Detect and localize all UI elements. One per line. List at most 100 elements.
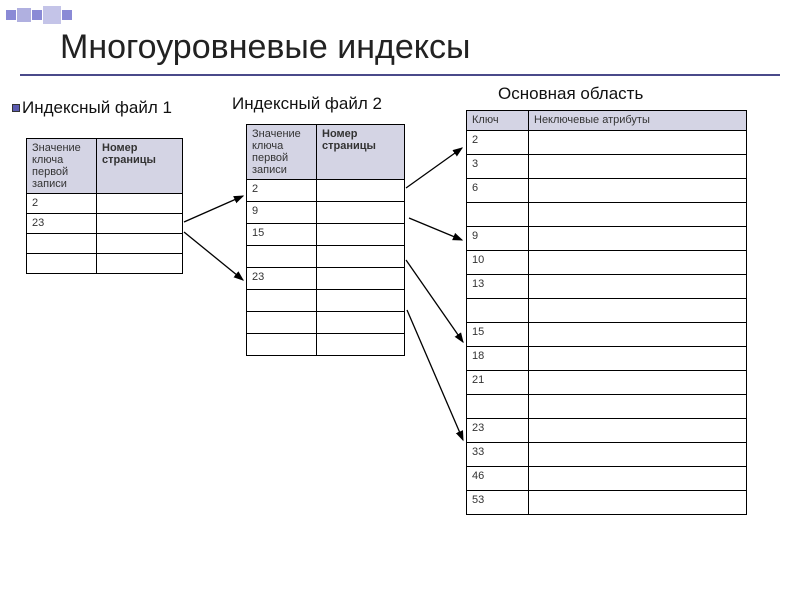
section-label-3: Основная область: [498, 84, 643, 104]
table-cell: [529, 395, 747, 419]
table-row: 46: [467, 467, 747, 491]
table-cell: [529, 227, 747, 251]
table-cell: [247, 312, 317, 334]
table-cell: 2: [27, 194, 97, 214]
column-header: Номер страницы: [317, 125, 405, 180]
table-row: 33: [467, 443, 747, 467]
table-cell: 13: [467, 275, 529, 299]
arrow: [184, 196, 243, 222]
table-row: 9: [467, 227, 747, 251]
table-row: 18: [467, 347, 747, 371]
table-row: 3: [467, 155, 747, 179]
table-cell: 23: [247, 268, 317, 290]
column-header: Значение ключа первой записи: [247, 125, 317, 180]
decor-block: [17, 8, 31, 22]
table-cell: [529, 371, 747, 395]
table-cell: [529, 299, 747, 323]
table-cell: [317, 224, 405, 246]
table-row: [247, 290, 405, 312]
table-cell: 15: [467, 323, 529, 347]
table-cell: [97, 214, 183, 234]
table-row: [467, 203, 747, 227]
table-cell: [247, 290, 317, 312]
table-cell: 15: [247, 224, 317, 246]
table-cell: [317, 180, 405, 202]
index-table-2: Значение ключа первой записиНомер страни…: [246, 124, 405, 356]
table-cell: [529, 419, 747, 443]
section-label-1: Индексный файл 1: [22, 98, 172, 118]
column-header: Номер страницы: [97, 139, 183, 194]
table-cell: 53: [467, 491, 529, 515]
bullet-icon: [12, 104, 20, 112]
table-cell: 2: [247, 180, 317, 202]
table-row: 2: [467, 131, 747, 155]
decor-block: [6, 10, 16, 20]
table-row: 10: [467, 251, 747, 275]
table-row: [27, 234, 183, 254]
decor-block: [43, 6, 61, 24]
table-cell: 18: [467, 347, 529, 371]
index-table-1: Значение ключа первой записиНомер страни…: [26, 138, 183, 274]
table-cell: [317, 246, 405, 268]
arrow: [184, 232, 243, 280]
table-cell: 9: [467, 227, 529, 251]
table-cell: [529, 179, 747, 203]
table-row: [467, 299, 747, 323]
table-cell: 3: [467, 155, 529, 179]
table-row: 9: [247, 202, 405, 224]
table-cell: 6: [467, 179, 529, 203]
table-cell: [529, 251, 747, 275]
column-header: Значение ключа первой записи: [27, 139, 97, 194]
column-header: Неключевые атрибуты: [529, 111, 747, 131]
table-row: [467, 395, 747, 419]
table-row: [247, 312, 405, 334]
table-cell: [317, 202, 405, 224]
table-cell: 23: [27, 214, 97, 234]
decor-block: [62, 10, 72, 20]
page-title: Многоуровневые индексы: [60, 28, 470, 67]
table-cell: 21: [467, 371, 529, 395]
table-cell: [529, 203, 747, 227]
table-row: 23: [27, 214, 183, 234]
table-cell: 2: [467, 131, 529, 155]
decor-block: [32, 10, 42, 20]
table-row: 21: [467, 371, 747, 395]
table-row: [27, 254, 183, 274]
table-cell: 33: [467, 443, 529, 467]
table-cell: [97, 254, 183, 274]
table-cell: [97, 194, 183, 214]
section-label-2: Индексный файл 2: [232, 94, 382, 114]
arrow: [406, 148, 462, 188]
table-cell: 10: [467, 251, 529, 275]
table-row: 23: [247, 268, 405, 290]
table-cell: [247, 246, 317, 268]
arrow: [407, 310, 463, 440]
table-cell: [529, 467, 747, 491]
main-area-table: КлючНеключевые атрибуты23691013151821233…: [466, 110, 747, 515]
column-header: Ключ: [467, 111, 529, 131]
table-cell: [317, 290, 405, 312]
table-cell: [529, 275, 747, 299]
table-cell: [317, 268, 405, 290]
table-cell: [97, 234, 183, 254]
table-row: [247, 334, 405, 356]
table-cell: [467, 299, 529, 323]
table-cell: [529, 155, 747, 179]
table-cell: [529, 131, 747, 155]
table-cell: [27, 234, 97, 254]
table-cell: 46: [467, 467, 529, 491]
arrow: [406, 260, 463, 342]
table-cell: [467, 395, 529, 419]
table-cell: [529, 323, 747, 347]
table-cell: [317, 334, 405, 356]
table-cell: 9: [247, 202, 317, 224]
slide-decor: [6, 6, 73, 24]
table-row: 6: [467, 179, 747, 203]
table-cell: 23: [467, 419, 529, 443]
table-row: 2: [27, 194, 183, 214]
table-cell: [529, 443, 747, 467]
table-cell: [529, 491, 747, 515]
table-row: 23: [467, 419, 747, 443]
arrow: [409, 218, 462, 240]
table-cell: [529, 347, 747, 371]
